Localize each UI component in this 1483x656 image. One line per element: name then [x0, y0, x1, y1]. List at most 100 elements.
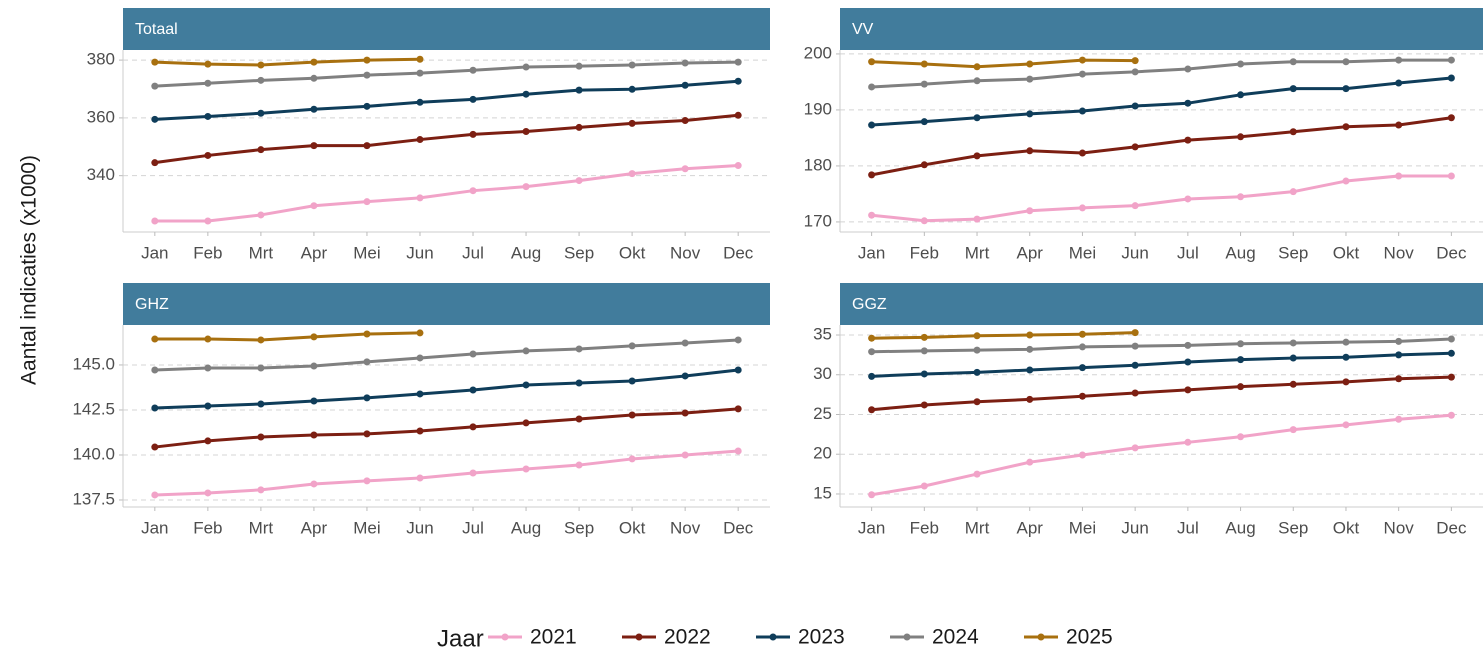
point: [973, 114, 981, 122]
point: [575, 123, 583, 131]
legend-title: Jaar: [437, 625, 484, 652]
x-tick-label: Feb: [910, 243, 939, 262]
point: [1026, 207, 1034, 215]
series-line: [154, 407, 739, 449]
point: [416, 354, 424, 362]
point: [1395, 337, 1403, 345]
point: [1395, 79, 1403, 87]
point: [1237, 383, 1245, 391]
point: [1078, 107, 1086, 115]
x-tick-label: Okt: [619, 243, 646, 262]
series-line: [154, 368, 739, 410]
point: [628, 85, 636, 93]
series-line: [154, 164, 739, 223]
legend-label: 2021: [530, 626, 577, 649]
x-tick-label: Apr: [301, 518, 328, 537]
point: [628, 455, 636, 463]
point: [1078, 56, 1086, 64]
x-tick-label: Jun: [406, 243, 433, 262]
point: [522, 381, 530, 389]
point: [1395, 121, 1403, 129]
point: [204, 112, 212, 120]
point: [681, 59, 689, 67]
point: [363, 430, 371, 438]
point: [575, 379, 583, 387]
point: [1289, 128, 1297, 136]
x-tick-label: Jul: [462, 243, 484, 262]
point: [575, 345, 583, 353]
point: [257, 61, 265, 69]
point: [151, 404, 159, 412]
point: [868, 491, 876, 499]
point: [151, 443, 159, 451]
point: [1131, 57, 1139, 65]
point: [1026, 75, 1034, 83]
point: [522, 183, 530, 191]
point: [628, 119, 636, 127]
point: [1131, 342, 1139, 350]
point: [575, 461, 583, 469]
point: [204, 437, 212, 445]
point: [1237, 91, 1245, 99]
point: [310, 333, 318, 341]
series-line: [871, 76, 1452, 127]
series-line: [871, 174, 1452, 223]
point: [868, 372, 876, 380]
legend-label: 2025: [1066, 626, 1113, 649]
x-tick-label: Jun: [1121, 518, 1148, 537]
legend-label: 2024: [932, 626, 979, 649]
x-tick-label: Sep: [1278, 518, 1308, 537]
point: [310, 202, 318, 210]
series-line: [871, 58, 1136, 69]
strip: [840, 283, 1483, 325]
point: [1289, 380, 1297, 388]
point: [681, 339, 689, 347]
point: [1078, 149, 1086, 157]
y-tick-label: 200: [804, 43, 832, 62]
point: [1026, 395, 1034, 403]
point: [1447, 335, 1455, 343]
point: [681, 372, 689, 380]
point: [1237, 193, 1245, 201]
point: [1184, 195, 1192, 203]
point: [204, 335, 212, 343]
point: [257, 486, 265, 494]
point: [1237, 433, 1245, 441]
point: [681, 165, 689, 173]
series-line: [154, 79, 739, 121]
x-tick-label: Apr: [1017, 243, 1044, 262]
point: [1131, 361, 1139, 369]
point: [363, 394, 371, 402]
point: [1026, 458, 1034, 466]
y-tick-label: 140.0: [72, 444, 115, 463]
point: [1342, 378, 1350, 386]
point: [973, 77, 981, 85]
legend-swatch: [1037, 633, 1045, 641]
point: [1342, 85, 1350, 93]
point: [522, 90, 530, 98]
point: [973, 346, 981, 354]
y-tick-label: 340: [87, 165, 115, 184]
point: [1395, 172, 1403, 180]
point: [1342, 177, 1350, 185]
point: [1078, 392, 1086, 400]
point: [522, 347, 530, 355]
point: [973, 470, 981, 478]
x-tick-label: Aug: [1225, 518, 1255, 537]
point: [469, 423, 477, 431]
x-tick-label: Mei: [353, 518, 380, 537]
y-tick-label: 190: [804, 99, 832, 118]
point: [1184, 65, 1192, 73]
point: [1289, 426, 1297, 434]
point: [734, 111, 742, 119]
x-tick-label: Feb: [193, 243, 222, 262]
x-tick-label: Nov: [1384, 243, 1415, 262]
point: [628, 61, 636, 69]
point: [257, 433, 265, 441]
x-tick-label: Aug: [1225, 243, 1255, 262]
point: [1026, 331, 1034, 339]
x-tick-label: Feb: [910, 518, 939, 537]
x-tick-label: Okt: [619, 518, 646, 537]
point: [363, 71, 371, 79]
x-tick-label: Jan: [141, 243, 168, 262]
